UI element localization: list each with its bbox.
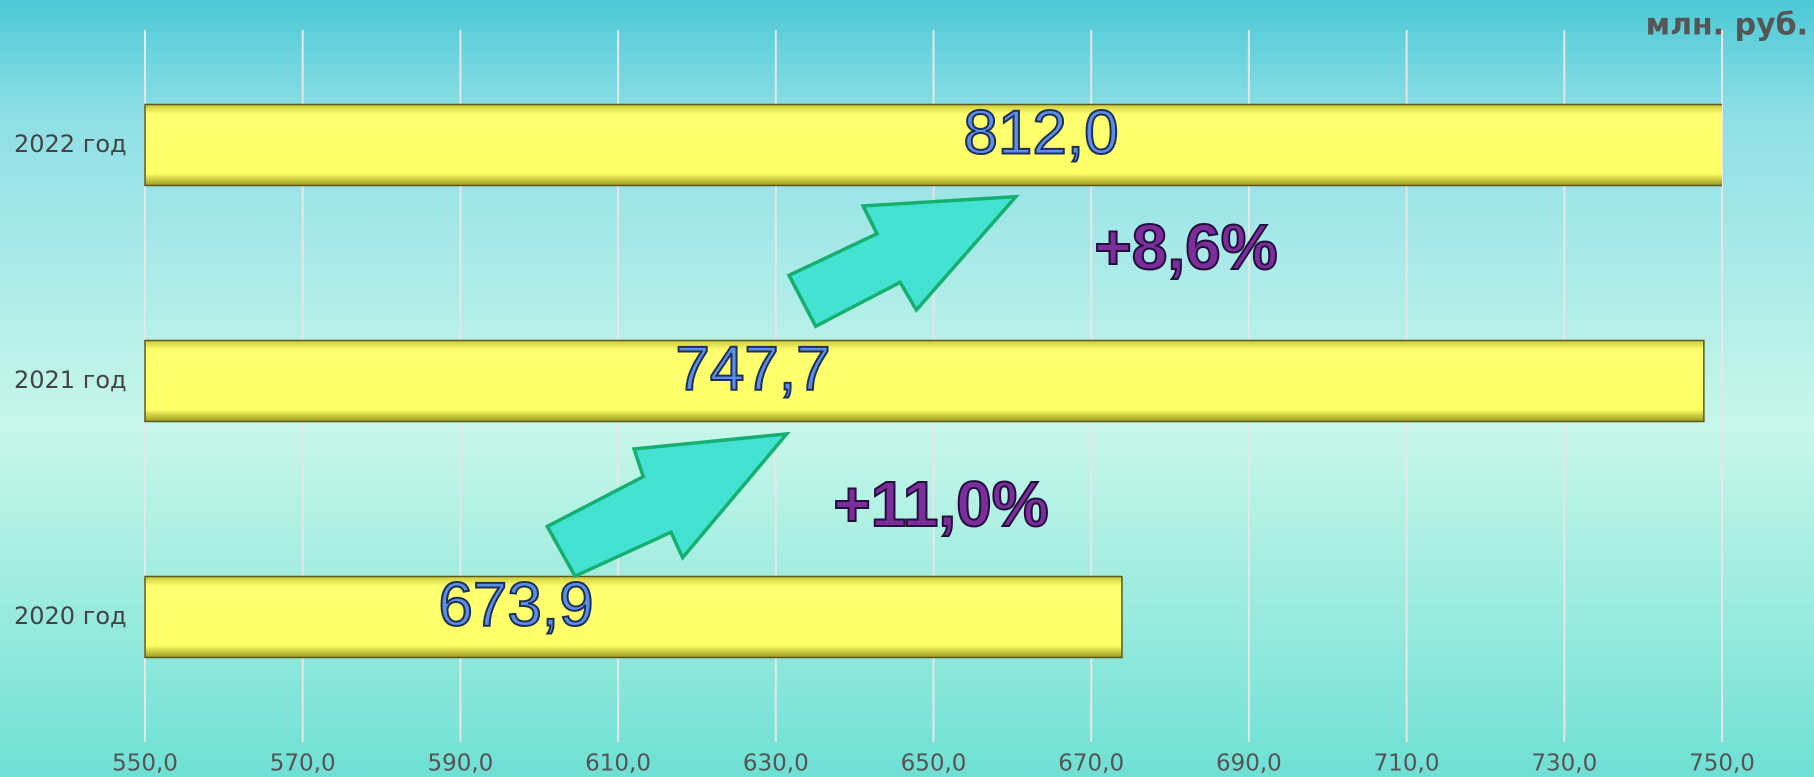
x-tick-label: 630,0 xyxy=(743,751,809,777)
annotation: +11,0% xyxy=(833,468,1048,540)
y-tick-label: 2020 год xyxy=(14,602,127,630)
x-tick-label: 570,0 xyxy=(270,751,336,777)
x-tick-label: 590,0 xyxy=(427,751,493,777)
bar xyxy=(144,339,1705,423)
bar xyxy=(144,575,1123,659)
arrows xyxy=(544,194,1020,579)
y-tick-label: 2021 год xyxy=(14,366,127,394)
unit-label: млн. руб. xyxy=(1646,8,1808,43)
labels: 550,0 570,0 590,0 610,0 630,0 650,0 670,0 690,0… xyxy=(14,97,1755,777)
arrow xyxy=(786,194,1020,329)
x-tick-label: 610,0 xyxy=(585,751,651,777)
data-label: 812,0 xyxy=(963,98,1118,167)
x-tick-label: 550,0 xyxy=(112,751,178,777)
bar xyxy=(144,103,1722,187)
x-tick-label: 750,0 xyxy=(1689,751,1755,777)
x-tick-label: 730,0 xyxy=(1531,751,1597,777)
x-tick-label: 710,0 xyxy=(1374,751,1440,777)
x-tick-label: 650,0 xyxy=(901,751,967,777)
bars xyxy=(144,103,1722,659)
arrow xyxy=(544,431,791,579)
annotation: +8,6% xyxy=(1094,211,1277,283)
x-tick-label: 670,0 xyxy=(1058,751,1124,777)
data-label: 747,7 xyxy=(675,334,830,403)
x-tick-label: 690,0 xyxy=(1216,751,1282,777)
y-tick-label: 2022 год xyxy=(14,130,127,158)
data-label: 673,9 xyxy=(438,570,593,639)
